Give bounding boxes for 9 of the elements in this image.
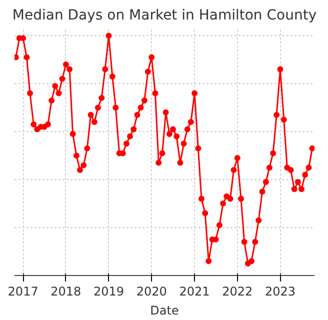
x-tick-label: 2019 (93, 284, 124, 298)
x-tick-label: 2021 (179, 284, 210, 298)
x-tick-label: 2017 (8, 284, 38, 298)
x-tick-label: 2023 (264, 284, 296, 298)
x-axis-title: Date (150, 304, 179, 318)
x-tick-label: 2020 (136, 284, 167, 298)
x-tick-label: 2018 (50, 284, 82, 298)
x-tick-label: 2022 (222, 284, 253, 298)
chart-title: Median Days on Market in Hamilton County (12, 8, 317, 24)
